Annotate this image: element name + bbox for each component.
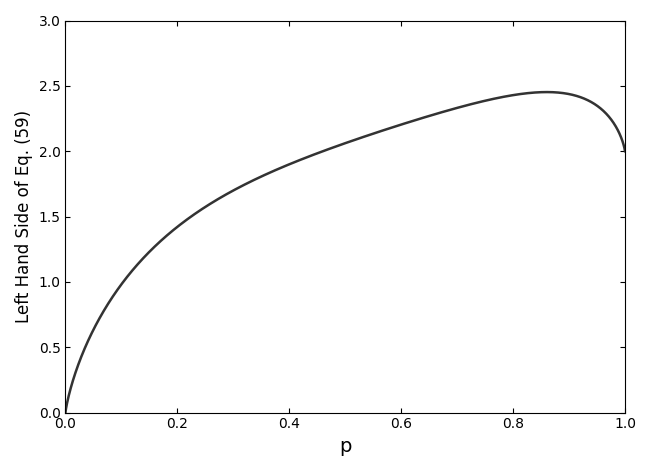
X-axis label: p: p — [339, 437, 352, 456]
Y-axis label: Left Hand Side of Eq. (59): Left Hand Side of Eq. (59) — [15, 110, 33, 323]
